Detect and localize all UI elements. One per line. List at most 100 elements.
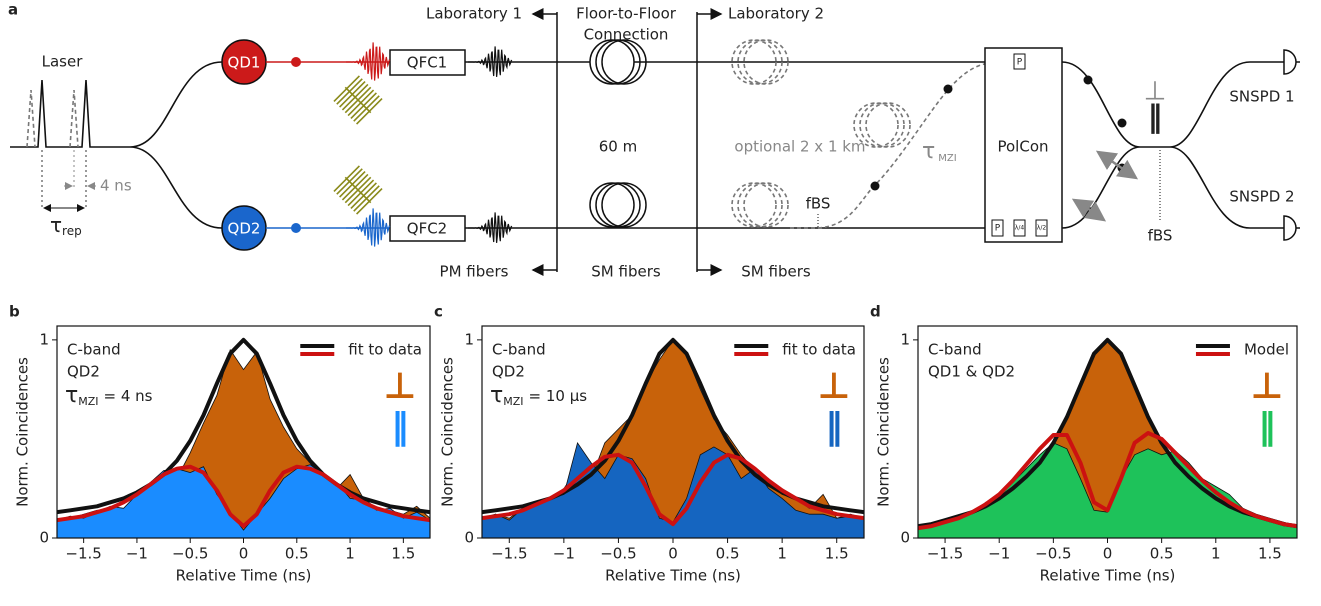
label: SNSPD 2 <box>1229 188 1294 206</box>
label: fBS <box>1148 227 1173 245</box>
panel-label: b <box>9 303 20 321</box>
x-tick-label: 0 <box>668 545 678 563</box>
lens <box>291 223 301 233</box>
symbol: ‖ <box>1148 100 1163 135</box>
legend-label: fit to data <box>782 341 856 359</box>
x-axis-label: Relative Time (ns) <box>605 567 741 585</box>
fit-line <box>918 431 1297 531</box>
legend-symbol: ⊥ <box>384 366 417 407</box>
y-tick-label: 1 <box>900 330 910 348</box>
label: QD2 <box>228 220 261 238</box>
plot-area <box>918 337 1297 538</box>
subscript: MZI <box>503 395 523 408</box>
x-tick-label: −1 <box>126 545 148 563</box>
panel-label: d <box>870 303 881 321</box>
x-tick-label: 0 <box>239 545 249 563</box>
label: 4 ns <box>100 177 132 195</box>
schematic: a Laser 4 ns τrep QD1 QD2 QFC1 QFC2 Labo… <box>8 1 1300 281</box>
element <box>1035 219 1048 237</box>
y-axis-label: Norm. Coincidences <box>439 357 457 507</box>
label: Floor-to-Floor <box>576 5 677 23</box>
label: optional 2 x 1 km <box>734 138 865 156</box>
arrow <box>1095 150 1119 171</box>
label: Connection <box>584 26 669 44</box>
wave-packet <box>468 212 513 243</box>
x-tick-label: 1.5 <box>825 545 849 563</box>
x-tick-label: −1 <box>988 545 1010 563</box>
element <box>1013 219 1026 237</box>
x-tick-label: −0.5 <box>600 545 636 563</box>
label: SM fibers <box>591 263 661 281</box>
qfc-box <box>389 215 466 242</box>
symbol: τ <box>490 383 503 408</box>
element <box>1013 53 1026 70</box>
panel-label: a <box>8 1 18 19</box>
grating-line <box>344 176 372 204</box>
laser-pulses <box>10 79 130 148</box>
x-tick-label: 0.5 <box>1150 545 1174 563</box>
legend-symbol: ⊥ <box>818 366 851 407</box>
y-tick-label: 0 <box>900 529 910 547</box>
grating-line <box>344 86 372 114</box>
node <box>1083 75 1093 85</box>
fiber <box>129 61 223 229</box>
subscript: rep <box>62 224 82 238</box>
symbol: ⊥ <box>1144 77 1167 107</box>
laser-pulses-dashed <box>26 89 79 148</box>
legend-symbol: ‖ <box>825 406 843 447</box>
x-tick-label: 0.5 <box>716 545 740 563</box>
x-tick-label: 1.5 <box>391 545 415 563</box>
node <box>1117 118 1127 128</box>
x-tick-label: −1.5 <box>65 545 101 563</box>
legend-label: fit to data <box>348 341 422 359</box>
label: Laser <box>42 53 84 71</box>
label: PolCon <box>997 138 1048 156</box>
legend-symbol: ‖ <box>391 406 409 447</box>
x-axis-label: Relative Time (ns) <box>1040 567 1176 585</box>
detector <box>1283 49 1297 241</box>
label: SM fibers <box>741 263 811 281</box>
legend-label: Model <box>1244 341 1289 359</box>
label: QFC2 <box>407 220 447 238</box>
symbol: τ <box>65 383 78 408</box>
label: QFC1 <box>407 54 447 72</box>
annotation: C-band <box>67 341 121 359</box>
polcon-box <box>984 47 1063 243</box>
lens <box>291 57 301 67</box>
wave-packet <box>346 208 391 247</box>
x-tick-label: 1 <box>777 545 787 563</box>
label: λ/2 <box>1037 225 1047 232</box>
fit-line <box>57 464 430 529</box>
guide <box>41 150 87 210</box>
annotation: QD2 <box>67 363 100 381</box>
panel-label: c <box>434 303 443 321</box>
annotation: QD1 & QD2 <box>928 363 1015 381</box>
y-tick-label: 1 <box>39 330 49 348</box>
label: fBS <box>806 195 831 213</box>
y-tick-label: 1 <box>464 330 474 348</box>
annotation: τMZI = 4 ns <box>65 383 153 408</box>
x-tick-label: −0.5 <box>1035 545 1071 563</box>
label: λ/4 <box>1015 225 1025 232</box>
label: τ MZI <box>922 139 957 164</box>
fit-line <box>482 452 864 527</box>
x-tick-label: 1 <box>345 545 355 563</box>
symbol: τ <box>922 139 935 164</box>
y-tick-label: 0 <box>464 529 474 547</box>
x-tick-label: 1 <box>1211 545 1221 563</box>
annotation-value: = 10 µs <box>529 387 588 405</box>
x-tick-label: −0.5 <box>172 545 208 563</box>
fiber <box>1061 61 1300 229</box>
y-axis-label: Norm. Coincidences <box>875 357 893 507</box>
grating <box>333 75 383 125</box>
legend-symbol: ⊥ <box>1251 366 1284 407</box>
label: P <box>1017 58 1023 68</box>
x-axis-label: Relative Time (ns) <box>176 567 312 585</box>
grating <box>333 165 383 215</box>
node <box>943 84 953 94</box>
arrow <box>1083 201 1107 222</box>
annotation: C-band <box>492 341 546 359</box>
element <box>991 219 1004 237</box>
subscript: MZI <box>938 153 956 164</box>
